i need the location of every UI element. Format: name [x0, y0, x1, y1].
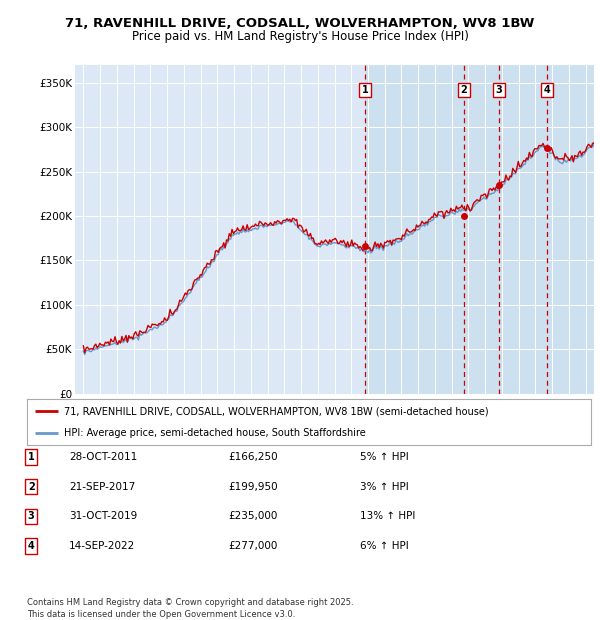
Text: 21-SEP-2017: 21-SEP-2017: [69, 482, 135, 492]
Text: 2: 2: [28, 482, 35, 492]
Text: £235,000: £235,000: [228, 512, 277, 521]
Text: £199,950: £199,950: [228, 482, 278, 492]
Text: £277,000: £277,000: [228, 541, 277, 551]
Text: Contains HM Land Registry data © Crown copyright and database right 2025.
This d: Contains HM Land Registry data © Crown c…: [27, 598, 353, 619]
Text: 1: 1: [28, 452, 35, 462]
Text: 71, RAVENHILL DRIVE, CODSALL, WOLVERHAMPTON, WV8 1BW: 71, RAVENHILL DRIVE, CODSALL, WOLVERHAMP…: [65, 17, 535, 30]
Text: 6% ↑ HPI: 6% ↑ HPI: [360, 541, 409, 551]
Text: 3% ↑ HPI: 3% ↑ HPI: [360, 482, 409, 492]
Text: 3: 3: [496, 85, 502, 95]
Text: 14-SEP-2022: 14-SEP-2022: [69, 541, 135, 551]
Text: Price paid vs. HM Land Registry's House Price Index (HPI): Price paid vs. HM Land Registry's House …: [131, 30, 469, 43]
Text: HPI: Average price, semi-detached house, South Staffordshire: HPI: Average price, semi-detached house,…: [64, 428, 365, 438]
Text: £166,250: £166,250: [228, 452, 278, 462]
Text: 71, RAVENHILL DRIVE, CODSALL, WOLVERHAMPTON, WV8 1BW (semi-detached house): 71, RAVENHILL DRIVE, CODSALL, WOLVERHAMP…: [64, 406, 488, 416]
Text: 13% ↑ HPI: 13% ↑ HPI: [360, 512, 415, 521]
Text: 3: 3: [28, 512, 35, 521]
Text: 28-OCT-2011: 28-OCT-2011: [69, 452, 137, 462]
Text: 4: 4: [28, 541, 35, 551]
Text: 4: 4: [544, 85, 551, 95]
Text: 31-OCT-2019: 31-OCT-2019: [69, 512, 137, 521]
Bar: [365, 65, 594, 394]
Text: 5% ↑ HPI: 5% ↑ HPI: [360, 452, 409, 462]
Text: 1: 1: [362, 85, 368, 95]
Text: 2: 2: [460, 85, 467, 95]
